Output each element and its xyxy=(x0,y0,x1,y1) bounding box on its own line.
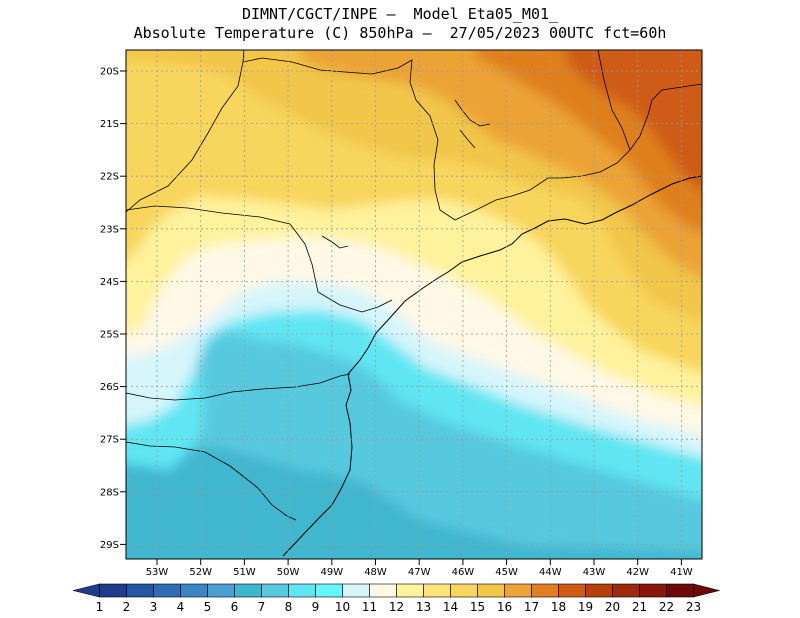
colorbar-label: 7 xyxy=(258,600,266,614)
lat-label: 20S xyxy=(100,67,119,78)
colorbar-label: 10 xyxy=(335,600,350,614)
colorbar-high-arrow xyxy=(693,583,720,598)
colorbar-swatch xyxy=(504,583,532,598)
colorbar-swatch xyxy=(342,583,370,598)
colorbar-label: 12 xyxy=(389,600,404,614)
lon-label: 48W xyxy=(364,567,387,578)
colorbar-label: 22 xyxy=(659,600,674,614)
colorbar-swatch xyxy=(639,583,667,598)
lat-label: 22S xyxy=(100,172,119,183)
colorbar-swatch xyxy=(423,583,451,598)
temperature-field xyxy=(126,50,702,559)
colorbar-swatch xyxy=(666,583,694,598)
colorbar-label: 11 xyxy=(362,600,377,614)
lon-label: 47W xyxy=(408,567,431,578)
colorbar-swatch xyxy=(369,583,397,598)
colorbar-swatch xyxy=(126,583,154,598)
lon-label: 42W xyxy=(626,567,649,578)
lon-label: 52W xyxy=(189,567,212,578)
colorbar-label: 17 xyxy=(524,600,539,614)
colorbar-swatch xyxy=(450,583,478,598)
colorbar-swatch xyxy=(288,583,316,598)
colorbar-swatch xyxy=(234,583,262,598)
colorbar-labels: 1 2 3 4 5 6 7 8 9 10 11 12 13 14 15 16 17 18 19 20 21 22 23 xyxy=(96,600,701,614)
latitude-labels: 20S 21S 22S 23S 24S 25S 26S 27S 28S 29S xyxy=(100,67,126,551)
graticule xyxy=(126,50,702,559)
lat-label: 25S xyxy=(100,330,119,341)
lon-label: 51W xyxy=(233,567,256,578)
colorbar-swatch xyxy=(207,583,235,598)
coastlines-and-borders xyxy=(126,50,702,557)
colorbar-swatch xyxy=(180,583,208,598)
lat-label: 26S xyxy=(100,382,119,393)
lon-label: 53W xyxy=(146,567,169,578)
colorbar-label: 6 xyxy=(231,600,239,614)
colorbar-label: 23 xyxy=(686,600,701,614)
lon-label: 49W xyxy=(320,567,343,578)
colorbar-label: 21 xyxy=(632,600,647,614)
colorbar-swatch xyxy=(612,583,640,598)
colorbar-swatch xyxy=(153,583,181,598)
colorbar-swatch xyxy=(531,583,559,598)
chart-title: DIMNT/CGCT/INPE – Model Eta05_M01_ xyxy=(241,5,559,23)
colorbar-label: 16 xyxy=(497,600,512,614)
lat-label: 24S xyxy=(100,277,119,288)
colorbar-swatch xyxy=(261,583,289,598)
colorbar-swatch xyxy=(315,583,343,598)
temp-band-rust xyxy=(564,50,702,191)
colorbar-label: 4 xyxy=(177,600,185,614)
colorbar-swatch xyxy=(396,583,424,598)
colorbar-low-arrow xyxy=(72,583,100,598)
colorbar-label: 20 xyxy=(605,600,620,614)
colorbar-swatch xyxy=(585,583,613,598)
colorbar-label: 5 xyxy=(204,600,212,614)
lat-label: 28S xyxy=(100,487,119,498)
colorbar-label: 14 xyxy=(443,600,458,614)
colorbar-label: 15 xyxy=(470,600,485,614)
colorbar-swatch xyxy=(558,583,586,598)
colorbar-label: 19 xyxy=(578,600,593,614)
lon-label: 50W xyxy=(277,567,300,578)
colorbar-label: 18 xyxy=(551,600,566,614)
colorbar-swatch xyxy=(477,583,505,598)
colorbar-label: 1 xyxy=(96,600,104,614)
map-frame xyxy=(125,49,703,560)
lon-label: 43W xyxy=(583,567,606,578)
lat-label: 27S xyxy=(100,435,119,446)
colorbar-label: 9 xyxy=(312,600,320,614)
lon-label: 46W xyxy=(452,567,475,578)
colorbar-label: 2 xyxy=(123,600,131,614)
lat-label: 23S xyxy=(100,224,119,235)
lon-label: 41W xyxy=(670,567,693,578)
colorbar xyxy=(72,583,720,598)
longitude-labels: 53W 52W 51W 50W 49W 48W 47W 46W 45W 44W 43W 42W 41W xyxy=(146,559,693,578)
colorbar-label: 13 xyxy=(416,600,431,614)
lat-label: 29S xyxy=(100,540,119,551)
colorbar-label: 8 xyxy=(285,600,293,614)
chart-subtitle: Absolute Temperature (C) 850hPa – 27/05/… xyxy=(133,24,667,42)
lon-label: 45W xyxy=(495,567,518,578)
colorbar-swatch xyxy=(99,583,127,598)
colorbar-label: 3 xyxy=(150,600,158,614)
lat-label: 21S xyxy=(100,119,119,130)
lon-label: 44W xyxy=(539,567,562,578)
